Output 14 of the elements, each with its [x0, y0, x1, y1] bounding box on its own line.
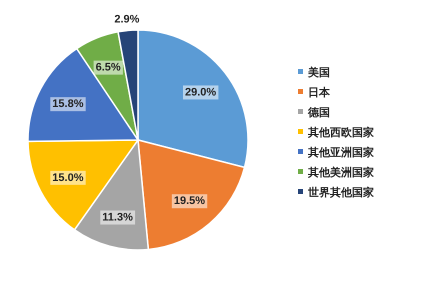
data-label: 19.5%	[174, 195, 206, 208]
data-label: 29.0%	[184, 86, 216, 98]
data-label: 11.3%	[102, 212, 134, 224]
data-label: 2.9%	[114, 14, 140, 26]
legend-label: 其他亚洲国家	[307, 146, 374, 159]
data-label: 6.5%	[96, 62, 121, 74]
data-label: 15.0%	[52, 172, 84, 184]
legend-label: 美国	[307, 66, 330, 79]
legend-label: 德国	[307, 106, 330, 119]
legend-label: 日本	[308, 86, 331, 99]
data-label: 15.8%	[52, 98, 84, 110]
legend-label: 世界其他国家	[307, 186, 374, 199]
legend-label: 其他美洲国家	[307, 166, 374, 179]
legend-label: 其他西欧国家	[307, 126, 374, 139]
